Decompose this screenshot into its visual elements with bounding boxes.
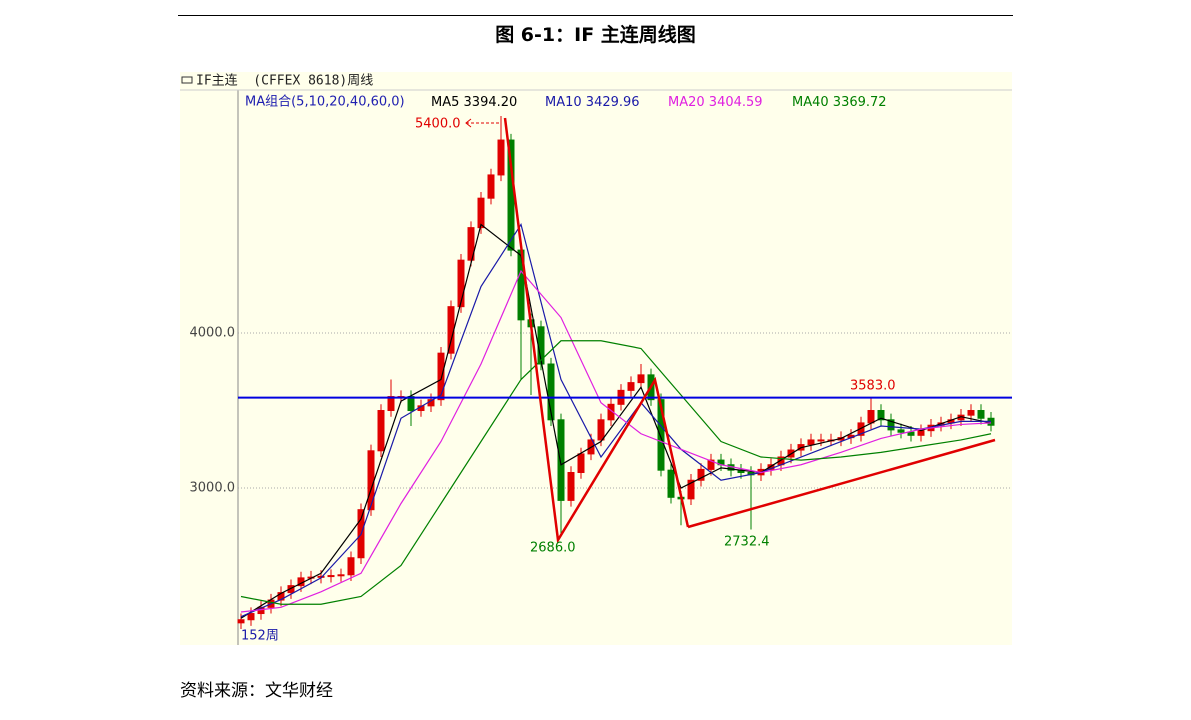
candle-body xyxy=(437,352,445,401)
candle-body xyxy=(237,619,245,624)
legend-name: MA5 xyxy=(431,95,459,110)
legend-entry: MA5 3394.20 xyxy=(431,95,517,110)
candle-body xyxy=(667,469,675,498)
legend-entry: MA10 3429.96 xyxy=(545,95,640,110)
legend-value: 3394.20 xyxy=(464,95,518,110)
candle-body xyxy=(687,479,695,500)
chart-subtitle: MA组合(5,10,20,40,60,0) xyxy=(245,95,405,110)
candle-body xyxy=(857,422,865,436)
candle-body xyxy=(807,439,815,446)
candle-body xyxy=(607,403,615,421)
candle-body xyxy=(917,430,925,436)
candle-body xyxy=(967,410,975,416)
candle-body xyxy=(247,613,255,621)
ma-line xyxy=(240,223,991,618)
ma-line xyxy=(240,223,992,619)
annotation: 2686.0 xyxy=(530,541,576,556)
candle-body xyxy=(347,557,355,576)
trend-annotations xyxy=(465,117,996,544)
candle-body xyxy=(547,363,555,421)
candle-body xyxy=(877,410,885,421)
candle-body xyxy=(447,306,455,354)
legend-name: MA40 xyxy=(792,95,829,110)
candle-body xyxy=(887,419,895,431)
legend-entry: MA20 3404.59 xyxy=(668,95,763,110)
candle-body xyxy=(457,259,465,308)
candle-body xyxy=(597,419,605,441)
legend-value: 3369.72 xyxy=(833,95,887,110)
candle-body xyxy=(577,453,585,474)
candle-body xyxy=(407,396,415,412)
chart-title: IF主连 (CFFEX 8618)周线 xyxy=(196,73,373,89)
candle-body xyxy=(287,585,295,594)
annotation: 5400.0 xyxy=(415,117,461,132)
candle-body xyxy=(867,410,875,424)
source-note: 资料来源：文华财经 xyxy=(180,681,333,701)
candle-body xyxy=(467,227,475,261)
candle-body xyxy=(477,197,485,229)
candle-body xyxy=(327,575,335,578)
y-tick-label: 3000.0 xyxy=(190,481,236,496)
legend-value: 3404.59 xyxy=(709,95,763,110)
legend-value: 3429.96 xyxy=(586,95,640,110)
legend-name: MA20 xyxy=(668,95,705,110)
candle-body xyxy=(907,431,915,436)
candle-body xyxy=(627,382,635,391)
window-icon xyxy=(181,76,193,84)
candle-body xyxy=(377,410,385,452)
legend-name: MA10 xyxy=(545,95,582,110)
candle-body xyxy=(817,439,825,442)
chart-background xyxy=(180,72,1012,645)
candle-body xyxy=(337,574,345,577)
trend-line xyxy=(687,438,996,529)
annotation: 2732.4 xyxy=(724,535,770,550)
candle-body xyxy=(387,396,395,412)
annotation: 3583.0 xyxy=(850,379,896,394)
pointer-arrow-head xyxy=(465,118,472,128)
candle-body xyxy=(487,174,495,199)
candle-body xyxy=(557,419,565,501)
ma-line xyxy=(240,340,992,605)
figure-caption: 图 6-1：IF 主连周线图 xyxy=(495,24,696,46)
candle-body xyxy=(567,472,575,501)
candle-body xyxy=(497,139,505,176)
header-rule xyxy=(178,15,1013,16)
candle-body xyxy=(897,429,905,433)
period-label: 152周 xyxy=(241,629,279,644)
trend-line xyxy=(503,117,690,544)
candle-body xyxy=(657,399,665,471)
y-tick-label: 4000.0 xyxy=(190,326,236,341)
candle-body xyxy=(637,374,645,384)
candle-body xyxy=(707,459,715,470)
candle-body xyxy=(977,410,985,419)
ma-line xyxy=(240,269,992,613)
legend-entry: MA40 3369.72 xyxy=(792,95,887,110)
candle-body xyxy=(697,468,705,481)
